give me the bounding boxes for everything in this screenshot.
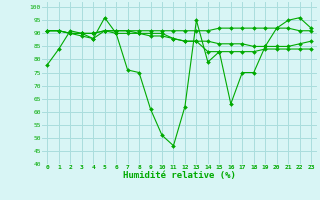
X-axis label: Humidité relative (%): Humidité relative (%) xyxy=(123,171,236,180)
